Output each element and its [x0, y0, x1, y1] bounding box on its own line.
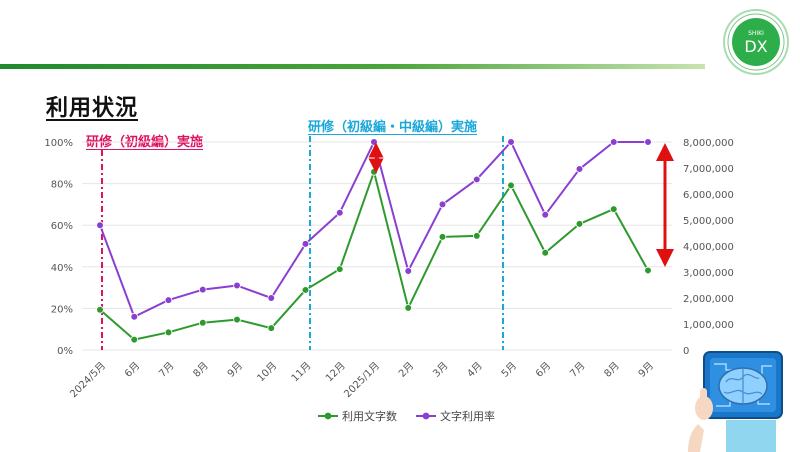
x-tick-label: 4月 — [465, 360, 485, 380]
right-axis-tick-label: 6,000,000 — [683, 190, 734, 201]
x-tick-label: 3月 — [431, 360, 451, 380]
x-tick-label: 2025/1月 — [342, 360, 382, 400]
right-axis-tick-label: 8,000,000 — [683, 138, 734, 149]
brain-mascot-illustration — [688, 351, 783, 452]
data-point — [404, 267, 413, 275]
data-point — [301, 286, 310, 294]
x-tick-label: 2024/5月 — [68, 360, 108, 400]
data-point — [267, 294, 276, 302]
data-point — [96, 305, 104, 314]
left-axis-tick-label: 0% — [57, 346, 73, 357]
data-point — [575, 165, 584, 173]
shiki-dx-logo: SHIKI DX — [723, 9, 789, 75]
right-axis-tick-label: 1,000,000 — [683, 320, 734, 331]
right-axis-tick-label: 4,000,000 — [683, 242, 734, 253]
x-tick-label: 6月 — [122, 360, 142, 380]
x-tick-label: 8月 — [191, 360, 211, 380]
x-tick-label: 9月 — [636, 360, 656, 380]
right-axis-tick-label: 0 — [683, 346, 689, 357]
header-rule — [0, 64, 705, 69]
x-tick-label: 8月 — [602, 360, 622, 380]
data-point — [267, 324, 276, 332]
data-point — [130, 335, 139, 344]
svg-text:DX: DX — [744, 37, 767, 56]
x-tick-label: 9月 — [225, 360, 245, 380]
data-point — [507, 181, 515, 190]
page-title: 利用状況 — [46, 96, 139, 121]
training-annotation-basic-intermediate: 研修（初級編・中級編）実施 — [308, 120, 478, 135]
data-point — [130, 312, 139, 321]
data-point — [233, 281, 241, 290]
data-point — [164, 328, 173, 337]
left-axis-tick-label: 40% — [51, 263, 73, 274]
series-line — [99, 170, 649, 341]
left-axis-tick-label: 60% — [51, 221, 73, 232]
left-axis-tick-label: 20% — [51, 304, 73, 315]
left-axis-tick-label: 80% — [51, 180, 73, 191]
right-axis-tick-label: 2,000,000 — [683, 294, 734, 305]
data-point — [233, 315, 241, 324]
data-point — [438, 200, 447, 209]
data-point — [541, 211, 550, 219]
data-point — [609, 138, 618, 146]
data-point — [541, 248, 550, 257]
data-point — [575, 220, 584, 228]
right-axis-tick-label: 7,000,000 — [683, 164, 734, 175]
data-point — [96, 221, 104, 230]
data-point — [507, 138, 515, 146]
left-axis-tick-label: 100% — [44, 138, 73, 149]
x-tick-label: 12月 — [323, 360, 348, 385]
data-point — [301, 240, 310, 248]
data-point — [198, 318, 207, 327]
svg-text:SHIKI: SHIKI — [748, 30, 764, 37]
x-tick-label: 5月 — [499, 360, 519, 380]
x-tick-label: 11月 — [289, 360, 314, 385]
data-point — [438, 233, 447, 241]
x-tick-label: 7月 — [568, 360, 588, 380]
right-axis-tick-label: 3,000,000 — [683, 268, 734, 279]
data-point — [609, 205, 618, 213]
data-point — [164, 296, 173, 304]
legend-label: 利用文字数 — [342, 409, 397, 423]
data-point — [472, 175, 481, 184]
data-point — [404, 304, 413, 312]
x-tick-label: 6月 — [533, 360, 553, 380]
x-tick-label: 10月 — [255, 360, 280, 385]
data-point — [472, 232, 481, 240]
data-point — [644, 138, 652, 146]
legend-swatch-point — [324, 412, 332, 420]
x-tick-label: 7月 — [157, 360, 177, 380]
data-point — [370, 138, 378, 146]
data-point — [335, 208, 344, 217]
data-point — [335, 265, 344, 273]
x-tick-label: 2月 — [396, 360, 416, 380]
data-point — [370, 168, 378, 176]
legend-swatch-point — [422, 412, 430, 420]
data-point — [644, 266, 652, 275]
right-axis-tick-label: 5,000,000 — [683, 216, 734, 227]
legend-label: 文字利用率 — [440, 409, 495, 423]
data-point — [198, 285, 207, 294]
